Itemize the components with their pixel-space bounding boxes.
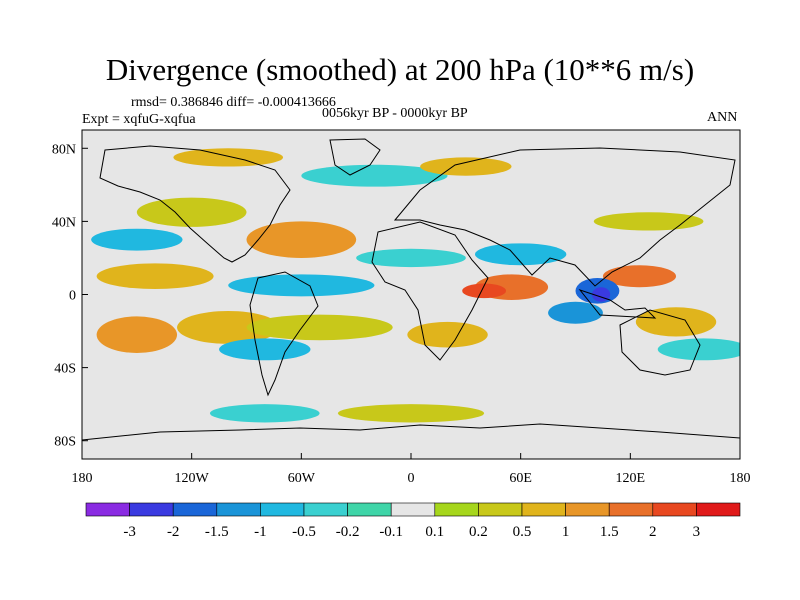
y-tick-label: 0 [69,289,76,304]
coastline-antarctica [82,423,740,441]
colorbar-swatch [565,502,610,517]
colorbar-label: -0.1 [379,524,403,540]
contour-field-9 [635,307,717,337]
coastline-north-america [99,145,291,263]
contour-field-3 [246,221,357,258]
contour-fields [91,148,740,423]
colorbar-label: 3 [693,524,701,540]
coastlines [82,138,740,441]
colorbar-swatch [696,502,741,517]
contour-field-19 [548,301,603,324]
x-tick-label: 180 [730,471,751,486]
period-label: 0056kyr BP - 0000kyr BP [322,106,468,121]
contour-field-24 [337,404,485,423]
contour-field-2 [177,310,280,344]
x-tick-label: 180 [72,471,93,486]
contour-field-22 [420,157,512,176]
contour-field-10 [593,212,704,231]
contour-field-25 [209,404,320,423]
y-axis: 80N 40N 0 40S 80S [52,142,88,450]
contour-field-15 [356,248,466,268]
colorbar: -3 -2 -1.5 -1 -0.5 -0.2 -0.1 0.1 0.2 0.5 1 1.5 2 3 [85,502,741,540]
x-tick-label: 120W [175,471,210,486]
contour-field-20 [657,338,740,361]
colorbar-swatch [216,502,261,517]
map-panel [81,129,741,460]
colorbar-swatch [303,502,348,517]
colorbar-label: 0.1 [425,524,444,540]
colorbar-label: -0.5 [292,524,316,540]
contour-field-23 [173,148,284,167]
y-tick-label: 80N [52,142,76,157]
colorbar-swatch [260,502,305,517]
colorbar-label: -1 [254,524,267,540]
contour-field-8 [602,265,677,288]
coastline-indonesia [578,288,657,319]
colorbar-swatch [434,502,479,517]
y-tick-label: 40S [54,362,76,377]
contour-field-14 [219,338,311,361]
colorbar-label: 1 [562,524,570,540]
colorbar-swatch [129,502,174,517]
coastline-eurasia [393,147,736,287]
colorbar-label: 2 [649,524,657,540]
colorbar-swatch [347,502,392,517]
coastline-africa [371,221,489,361]
colorbar-swatch [521,502,566,517]
colorbar-label: -0.2 [336,524,360,540]
experiment-label: Expt = xqfuG-xqfua [82,112,196,127]
contour-field-12 [91,228,183,251]
coastline-greenland [329,138,381,176]
colorbar-swatch [652,502,697,517]
contour-field-0 [96,263,214,290]
coastline-australia [619,309,701,376]
colorbar-swatch [478,502,523,517]
x-tick-label: 60E [509,471,532,486]
season-label: ANN [707,110,738,125]
colorbar-label: -2 [167,524,180,540]
contour-field-5 [407,321,488,348]
x-tick-label: 60W [288,471,316,486]
colorbar-label: -1.5 [205,524,229,540]
x-tick-label: 0 [408,471,415,486]
colorbar-swatch [172,502,218,517]
rmsd-diff-label: rmsd= 0.386846 diff= -0.000413666 [131,95,336,110]
contour-field-21 [301,164,448,187]
coastline-south-america [249,271,319,397]
contour-field-1 [96,316,178,353]
colorbar-swatch [85,502,130,517]
contour-field-13 [228,274,375,297]
colorbar-swatch [608,502,654,517]
colorbar-label: 0.2 [469,524,488,540]
y-tick-label: 40N [52,215,76,230]
colorbar-swatch [390,502,436,517]
contour-field-16 [474,243,567,266]
contour-field-4 [246,314,393,341]
x-tick-label: 120E [616,471,646,486]
x-axis: 180 120W 60W 0 60E 120E 180 [72,453,751,486]
colorbar-label: 1.5 [600,524,619,540]
plot-title: Divergence (smoothed) at 200 hPa (10**6 … [105,52,695,87]
contour-field-11 [136,197,247,227]
y-tick-label: 80S [54,435,76,450]
contour-field-7 [462,283,507,299]
colorbar-label: -3 [123,524,136,540]
colorbar-label: 0.5 [513,524,532,540]
